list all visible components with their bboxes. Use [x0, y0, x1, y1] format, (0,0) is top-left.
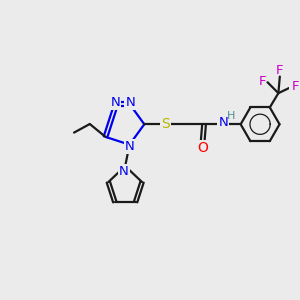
- Text: N: N: [119, 165, 129, 178]
- Text: N: N: [124, 140, 134, 153]
- Text: S: S: [161, 117, 170, 131]
- Text: N: N: [110, 96, 120, 109]
- Text: F: F: [259, 75, 266, 88]
- Text: N: N: [125, 96, 135, 109]
- Text: H: H: [227, 111, 235, 121]
- Text: O: O: [197, 141, 208, 155]
- Text: F: F: [276, 64, 284, 77]
- Text: F: F: [292, 80, 299, 93]
- Text: N: N: [218, 116, 228, 129]
